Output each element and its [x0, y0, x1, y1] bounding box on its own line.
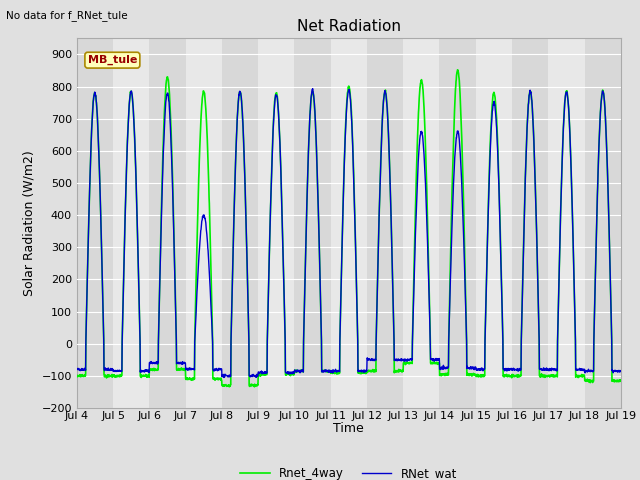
Bar	[294, 38, 331, 408]
Y-axis label: Solar Radiation (W/m2): Solar Radiation (W/m2)	[23, 150, 36, 296]
Bar	[149, 38, 186, 408]
Bar	[584, 38, 621, 408]
Rnet_4way	[225, 384, 233, 390]
X-axis label: Time: Time	[333, 422, 364, 435]
Rnet_4way	[73, 373, 81, 379]
Text: MB_tule: MB_tule	[88, 55, 137, 65]
Rnet_4way	[454, 67, 461, 72]
Rnet_4way	[617, 378, 625, 384]
Bar	[331, 38, 367, 408]
Line: Rnet_4way: Rnet_4way	[77, 70, 621, 387]
Bar	[440, 38, 476, 408]
Bar	[548, 38, 584, 408]
RNet_wat	[508, 365, 515, 371]
RNet_wat	[570, 240, 577, 246]
Bar	[258, 38, 294, 408]
Text: No data for f_RNet_tule: No data for f_RNet_tule	[6, 10, 128, 21]
Rnet_4way	[508, 373, 515, 379]
RNet_wat	[220, 374, 228, 380]
RNet_wat	[377, 161, 385, 167]
Bar	[403, 38, 440, 408]
Bar	[77, 38, 113, 408]
Legend: Rnet_4way, RNet_wat: Rnet_4way, RNet_wat	[236, 462, 462, 480]
RNet_wat	[365, 356, 372, 361]
Rnet_4way	[376, 167, 384, 172]
RNet_wat	[309, 86, 317, 92]
Bar	[113, 38, 149, 408]
Title: Net Radiation: Net Radiation	[297, 20, 401, 35]
Rnet_4way	[225, 383, 232, 388]
Rnet_4way	[584, 378, 592, 384]
Bar	[222, 38, 258, 408]
Bar	[476, 38, 512, 408]
Line: RNet_wat: RNet_wat	[77, 89, 621, 377]
Bar	[367, 38, 403, 408]
RNet_wat	[225, 374, 232, 380]
Bar	[186, 38, 222, 408]
Rnet_4way	[570, 241, 577, 247]
RNet_wat	[73, 366, 81, 372]
Rnet_4way	[365, 368, 372, 373]
RNet_wat	[584, 368, 592, 373]
RNet_wat	[617, 368, 625, 373]
Bar	[512, 38, 548, 408]
